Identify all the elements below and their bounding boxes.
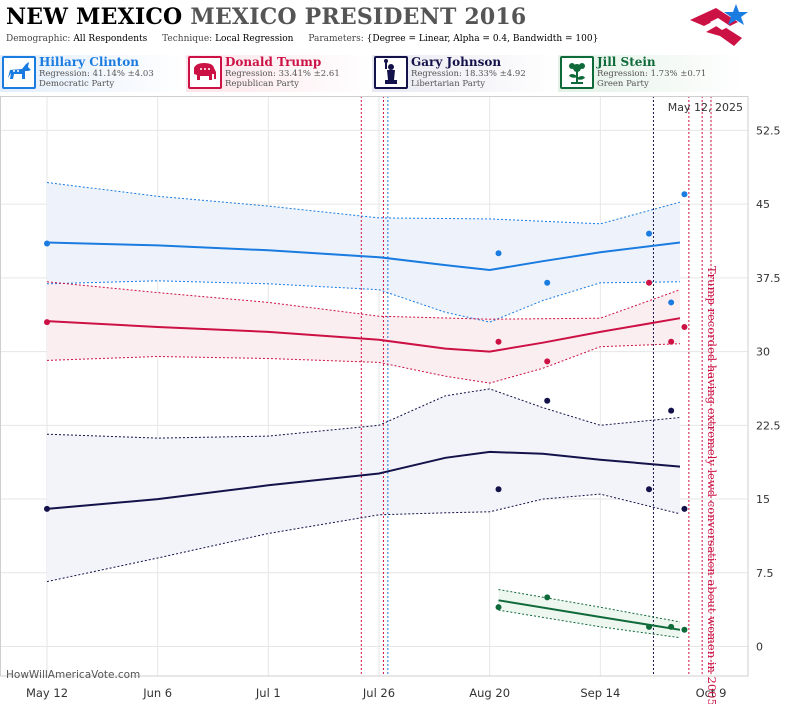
- parameters-line: Demographic: All Respondents Technique: …: [6, 34, 598, 44]
- poll-point: [646, 623, 653, 630]
- x-tick-label: May 12: [26, 686, 68, 700]
- poll-point: [681, 324, 688, 331]
- y-tick-label: 30: [756, 346, 770, 359]
- candidate-card-clinton: Hillary Clinton Regression: 41.14% ±4.03…: [0, 55, 186, 92]
- poll-point: [495, 604, 502, 611]
- candidate-party: Republican Party: [225, 79, 299, 89]
- demographic-value: All Respondents: [73, 34, 148, 44]
- candidate-regression: Regression: 18.33% ±4.92: [411, 69, 526, 79]
- poll-point: [495, 486, 502, 493]
- candidate-regression: Regression: 41.14% ±4.03: [39, 69, 154, 79]
- elephant-icon: [188, 56, 222, 89]
- x-tick-label: Aug 20: [469, 686, 510, 700]
- candidate-party: Libertarian Party: [411, 79, 486, 89]
- chart: May 12 Jun 6 Jul 1 Jul 26 Aug 20 Sep 14 Oct 9 0…: [0, 96, 781, 704]
- grid: [0, 96, 748, 676]
- statue-of-liberty-icon: [374, 56, 408, 89]
- poll-point: [44, 505, 50, 512]
- confidence-band: [47, 281, 680, 384]
- parameters-value: {Degree = Linear, Alpha = 0.4, Bandwidth…: [366, 34, 599, 44]
- plot-frame: [0, 96, 749, 677]
- axes: May 12 Jun 6 Jul 1 Jul 26 Aug 20 Sep 14 Oct 9 0…: [0, 96, 781, 700]
- upper-bound-line: [46, 281, 681, 320]
- upper-bound-line: [46, 182, 681, 225]
- lower-bound-line: [46, 280, 681, 323]
- technique-label: Technique:: [162, 34, 213, 44]
- candidate-regression: Regression: 33.41% ±2.61: [225, 69, 340, 79]
- regression-lines: [46, 182, 681, 639]
- flower-icon: [560, 56, 594, 89]
- regression-line: [46, 317, 681, 353]
- date-label: May 12, 2025: [668, 101, 743, 114]
- poll-point: [544, 279, 551, 286]
- poll-point: [668, 407, 675, 414]
- header: NEW MEXICO MEXICO PRESIDENT 2016 Demograp…: [0, 0, 789, 52]
- poll-point: [495, 338, 502, 345]
- y-tick-label: 22.5: [756, 419, 781, 432]
- poll-point: [668, 299, 675, 306]
- poll-point: [681, 626, 688, 633]
- event-lines: [360, 96, 712, 676]
- candidate-name: Jill Stein: [597, 55, 656, 69]
- poll-point: [681, 191, 688, 198]
- candidate-card-johnson: Gary Johnson Regression: 18.33% ±4.92 Li…: [372, 55, 558, 92]
- upper-bound-line: [46, 388, 681, 439]
- lower-bound-line: [46, 343, 681, 384]
- race-title: MEXICO PRESIDENT 2016: [190, 4, 527, 30]
- confidence-bands: [47, 182, 680, 638]
- y-tick-label: 37.5: [756, 272, 781, 285]
- candidate-party: Democratic Party: [39, 79, 115, 89]
- upper-bound-line: [498, 589, 681, 623]
- y-tick-label: 52.5: [756, 124, 781, 137]
- regression-line: [46, 241, 681, 272]
- y-tick-label: 15: [756, 493, 770, 506]
- confidence-band: [47, 182, 680, 323]
- poll-point: [44, 240, 50, 247]
- state-name: NEW MEXICO: [6, 4, 183, 30]
- candidate-name: Donald Trump: [225, 55, 322, 69]
- regression-line: [46, 450, 681, 510]
- x-tick-label: Jul 1: [255, 686, 281, 700]
- candidate-party: Green Party: [597, 79, 649, 89]
- candidate-name: Hillary Clinton: [39, 55, 139, 69]
- poll-point: [646, 279, 653, 286]
- candidate-card-stein: Jill Stein Regression: 1.73% ±0.71 Green…: [558, 55, 744, 92]
- page-title: NEW MEXICO MEXICO PRESIDENT 2016: [6, 4, 526, 30]
- watermark: HowWillAmericaVote.com: [6, 669, 140, 681]
- candidate-name: Gary Johnson: [411, 55, 502, 69]
- lower-bound-line: [46, 493, 681, 583]
- event-annotation: Trump recorded having extremely lewd con…: [705, 266, 719, 704]
- x-tick-label: Jul 26: [362, 686, 395, 700]
- confidence-band: [498, 589, 680, 638]
- poll-point: [668, 338, 675, 345]
- poll-point: [668, 623, 675, 630]
- y-tick-label: 7.5: [756, 567, 774, 580]
- poll-point: [646, 230, 653, 237]
- poll-point: [646, 486, 653, 493]
- poll-points: [44, 191, 688, 633]
- candidate-regression: Regression: 1.73% ±0.71: [597, 69, 707, 79]
- lower-bound-line: [498, 609, 681, 639]
- demographic-label: Demographic:: [6, 34, 71, 44]
- parameters-label: Parameters:: [308, 34, 364, 44]
- y-tick-label: 0: [756, 641, 763, 654]
- x-tick-label: Oct 9: [696, 686, 727, 700]
- poll-point: [544, 358, 551, 365]
- poll-point: [44, 319, 50, 326]
- poll-point: [681, 505, 688, 512]
- poll-point: [544, 594, 551, 601]
- candidate-card-trump: Donald Trump Regression: 33.41% ±2.61 Re…: [186, 55, 372, 92]
- site-logo: [690, 4, 748, 46]
- confidence-band: [47, 388, 680, 582]
- x-tick-label: Jun 6: [142, 686, 172, 700]
- regression-line: [498, 599, 681, 631]
- technique-value: Local Regression: [215, 34, 294, 44]
- donkey-icon: [2, 56, 36, 89]
- poll-point: [495, 250, 502, 257]
- y-tick-label: 45: [756, 198, 770, 211]
- poll-point: [544, 397, 551, 404]
- x-tick-label: Sep 14: [580, 686, 620, 700]
